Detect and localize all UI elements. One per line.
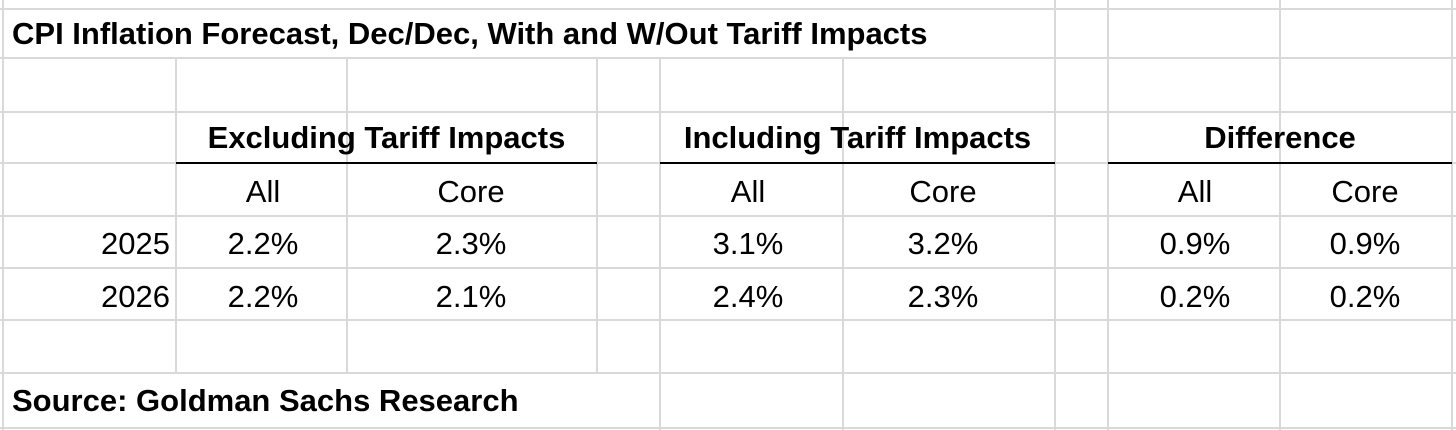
- group-header-difference: Difference: [1204, 120, 1356, 155]
- group-header-excluding: Excluding Tariff Impacts: [207, 120, 566, 155]
- group-header-including: Including Tariff Impacts: [683, 120, 1032, 155]
- header-rule-excluding: [176, 162, 597, 164]
- cell-2025-excl-core: 2.3%: [435, 226, 507, 261]
- header-rule-difference: [1108, 162, 1452, 164]
- cell-2026-incl-core: 2.3%: [907, 279, 979, 314]
- cell-2026-excl-all: 2.2%: [227, 279, 299, 314]
- cell-2026-excl-core: 2.1%: [435, 279, 507, 314]
- cell-2025-excl-all: 2.2%: [227, 226, 299, 261]
- cell-2026-diff-all: 0.2%: [1159, 279, 1231, 314]
- cell-2026-incl-all: 2.4%: [712, 279, 784, 314]
- header-rule-including: [660, 162, 1055, 164]
- subheader-excluding-core: Core: [437, 174, 505, 209]
- source-note: Source: Goldman Sachs Research: [12, 383, 519, 418]
- subheader-difference-core: Core: [1331, 174, 1399, 209]
- cell-2025-incl-core: 3.2%: [907, 226, 979, 261]
- subheader-difference-all: All: [1177, 174, 1213, 209]
- table-title: CPI Inflation Forecast, Dec/Dec, With an…: [12, 16, 928, 51]
- row-label-2025: 2025: [101, 226, 170, 261]
- cell-2025-incl-all: 3.1%: [712, 226, 784, 261]
- subheader-excluding-all: All: [245, 174, 281, 209]
- row-label-2026: 2026: [101, 279, 170, 314]
- subheader-including-core: Core: [909, 174, 977, 209]
- cell-2025-diff-core: 0.9%: [1329, 226, 1401, 261]
- cell-2025-diff-all: 0.9%: [1159, 226, 1231, 261]
- cell-2026-diff-core: 0.2%: [1329, 279, 1401, 314]
- subheader-including-all: All: [730, 174, 766, 209]
